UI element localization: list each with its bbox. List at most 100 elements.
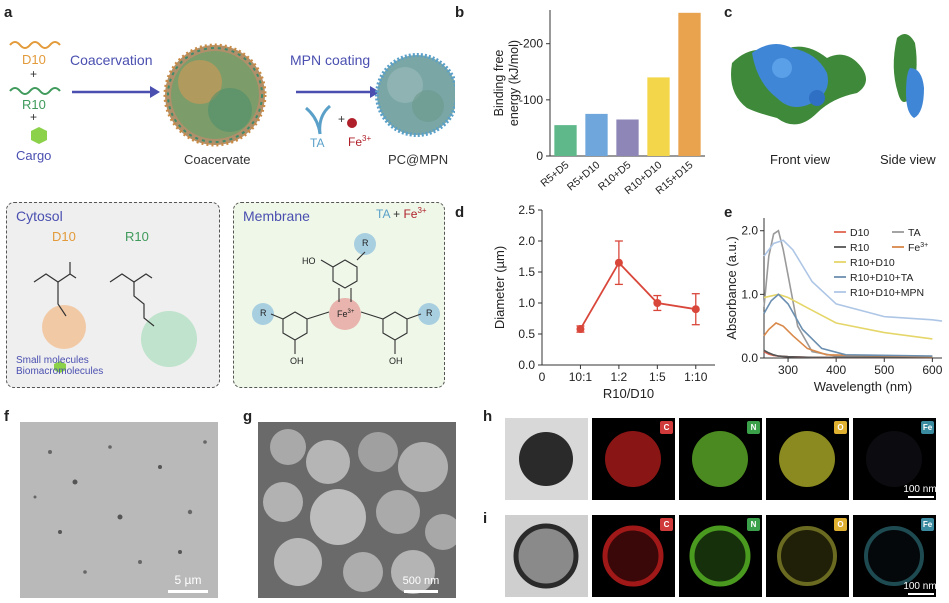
r-label-right: R	[426, 308, 433, 318]
panel-i-tem-image	[505, 515, 588, 597]
coacervate-ball-icon	[163, 43, 267, 147]
b-ytick-label: 0	[536, 149, 543, 163]
panel-i-carbon-map	[592, 515, 675, 597]
pc-mpn-ball-icon	[375, 53, 455, 137]
panel-i-c-badge: C	[660, 518, 673, 531]
d-ytick-label: 0.0	[518, 358, 535, 372]
e-ytick-label: 2.0	[741, 224, 758, 238]
panel-c-molecular-views	[731, 34, 924, 125]
panel-h-o-badge: O	[834, 421, 847, 434]
b-bar-R5+D10	[585, 113, 608, 156]
e-legend-label: Fe3+	[908, 242, 928, 254]
cargo-types-label: Small molecules Biomacromolecules	[16, 355, 104, 377]
front-view-label: Front view	[770, 152, 830, 167]
membrane-title: Membrane	[243, 208, 310, 224]
d-point-10:1	[576, 325, 585, 334]
r10-label: R10	[22, 97, 46, 112]
r-label-top: R	[362, 238, 369, 248]
panel-h-n-badge: N	[747, 421, 760, 434]
e-legend-label: R10	[850, 242, 869, 254]
d-xtick-label-zero: 0	[539, 370, 546, 384]
mpn-complex-structure	[252, 233, 440, 354]
panel-label-h: h	[483, 408, 493, 425]
panel-h-fe-badge: Fe	[921, 421, 934, 434]
e-y-axis-label: Absorbance (a.u.)	[724, 236, 739, 339]
coacervation-label: Coacervation	[70, 52, 153, 68]
d-y-axis-label: Diameter (µm)	[492, 246, 507, 329]
e-legend-label: TA	[908, 227, 921, 239]
small-molecule-hexagon-icon	[54, 361, 66, 373]
coacervate-droplets-image	[33, 440, 207, 574]
chart-e-absorbance: 0.0 1.0 2.0 300 400 500 600 D10 TA R10 Fe3+ R10+D10…	[724, 218, 943, 394]
r10-strand-icon	[9, 87, 61, 95]
panel-a-schematic	[9, 41, 455, 147]
b-bar-R15+D15	[678, 12, 701, 156]
d-xtick-label: 1:10	[684, 370, 708, 384]
d-xtick-label: 10:1	[569, 370, 593, 384]
panel-i-n-badge: N	[747, 518, 760, 531]
e-legend-label: R10+D10	[850, 257, 895, 269]
oh-label-left: OH	[290, 356, 304, 366]
ta-molecule-icon	[305, 104, 332, 135]
e-xtick-label: 600	[922, 363, 942, 377]
chart-d-diameter: 0.0 0.5 1.0 1.5 2.0 2.5 0 10:1 1:2 1:5 1:10 R10/D10…	[492, 203, 715, 400]
d-x-axis-label: R10/D10	[603, 386, 654, 400]
b-ytick-label: -100	[519, 93, 543, 107]
fe-center-label: Fe3+	[337, 309, 355, 319]
panel-g-scale-label: 500 nm	[402, 575, 440, 587]
d-point-1:2	[614, 258, 623, 267]
d-series-line	[579, 261, 696, 330]
panel-h-scale-label: 100 nm	[903, 484, 937, 495]
fe-ion-icon	[347, 118, 357, 128]
e-series-R10	[763, 349, 933, 359]
d10-strand-icon	[9, 41, 61, 49]
sem-particles-image	[263, 429, 456, 594]
panel-f-optical-micrograph	[20, 422, 218, 598]
panel-g-scale-bar	[404, 590, 438, 593]
d10-label: D10	[22, 52, 46, 67]
e-legend-label: R10+D10+MPN	[850, 287, 924, 299]
chart-b-binding-energy: 0-100-200R5+D5R5+D10R10+D5R10+D10R15+D15…	[492, 10, 705, 197]
e-xtick-label: 500	[874, 363, 894, 377]
panel-label-i: i	[483, 510, 488, 527]
panel-h-c-badge: C	[660, 421, 673, 434]
oh-label-right: OH	[389, 356, 403, 366]
panel-label-a: a	[4, 4, 13, 21]
panel-f-scale-label: 5 µm	[174, 573, 202, 587]
d-point-1:5	[653, 299, 662, 307]
r-label-left: R	[260, 308, 267, 318]
d-ytick-label: 1.0	[518, 296, 535, 310]
cytosol-structures	[33, 262, 197, 373]
plus-sign-2: +	[30, 110, 38, 124]
e-series-R10+D10+TA	[763, 293, 933, 357]
d-ytick-label: 2.0	[518, 234, 535, 248]
d-xtick-label: 1:5	[649, 370, 666, 384]
cargo-label: Cargo	[16, 148, 52, 163]
panel-i-o-badge: O	[834, 518, 847, 531]
d-xtick-label: 1:2	[611, 370, 628, 384]
e-series-Fe3+	[763, 322, 933, 358]
panel-label-c: c	[724, 4, 733, 21]
cargo-hexagon-icon	[31, 127, 47, 144]
panel-label-g: g	[243, 408, 253, 425]
panel-label-f: f	[4, 408, 9, 425]
d-point-1:10	[691, 305, 700, 314]
panel-g-sem-image	[258, 422, 456, 598]
plus-sign-1: +	[30, 67, 38, 81]
carboxylate-highlight-icon	[42, 305, 86, 349]
e-legend-label: D10	[850, 227, 869, 239]
cytosol-title: Cytosol	[16, 208, 63, 224]
d-ytick-label: 2.5	[518, 203, 535, 217]
panel-i-nitrogen-map	[679, 515, 762, 597]
panel-i-oxygen-map	[766, 515, 849, 597]
panel-i-scale-bar	[908, 593, 934, 595]
e-x-axis-label: Wavelength (nm)	[814, 379, 913, 394]
mpn-coating-label: MPN coating	[290, 52, 371, 68]
panel-h-tem-image	[505, 418, 588, 500]
b-ytick-label: -200	[519, 37, 543, 51]
cytosol-d10-label: D10	[52, 229, 76, 244]
r-group-highlight-icon	[354, 233, 376, 255]
e-series-R10+D10+MPN	[763, 239, 943, 322]
b-y-axis-label: Binding freeenergy (kJ/mol)	[492, 40, 521, 126]
e-xtick-label: 300	[778, 363, 798, 377]
